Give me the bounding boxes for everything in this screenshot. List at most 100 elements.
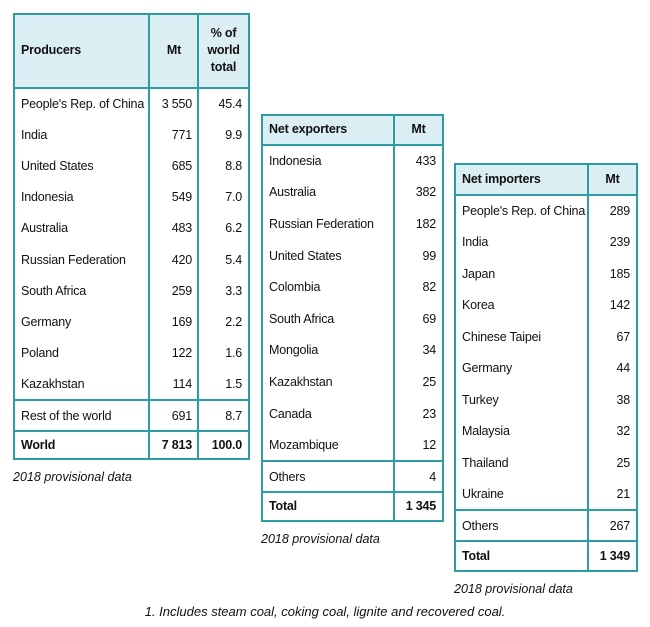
table-cell: South Africa [21,283,87,298]
table-cell: 99 [422,248,436,263]
row-rule [263,144,442,146]
table-cell: South Africa [269,311,335,326]
table-cell: 12 [422,438,436,453]
table-cell: 6.2 [225,221,242,236]
table: Net exporters Mt Indonesia 433 Australia 382 R… [261,114,444,522]
table-cell: 69 [422,311,436,326]
table-cell: Total [269,499,297,513]
table-cell: India [21,127,48,142]
column-header: Producers [21,43,82,57]
column-header: Net importers [462,171,541,186]
table-cell: Germany [21,314,72,329]
table-cell: 21 [616,487,630,502]
table-cell: Poland [21,346,59,361]
table-cell: Russian Federation [269,216,374,231]
table-cell: 185 [609,266,630,281]
table-cell: 169 [171,314,192,329]
table-cell: 2.2 [225,314,242,329]
table-cell: 1 345 [405,499,436,513]
column-rule [587,165,589,570]
table-cell: 382 [415,185,436,200]
row-rule [456,194,636,196]
table-cell: 8.8 [225,158,242,173]
table-cell: 122 [171,346,192,361]
table-cell: 1 349 [599,548,630,563]
table-cell: 1.5 [225,377,242,392]
table-cell: Canada [269,406,312,421]
table-cell: Korea [462,298,495,313]
table-cell: 483 [171,221,192,236]
footnote: 1. Includes steam coal, coking coal, lig… [144,604,506,619]
table-cell: Australia [269,185,316,200]
table-cell: India [462,235,489,250]
table-cell: Mozambique [269,438,339,453]
row-rule [15,399,248,401]
table-cell: 685 [171,158,192,173]
table-cell: 114 [172,377,193,392]
table-cell: 25 [422,374,436,389]
table-cell: 3.3 [225,283,242,298]
table-cell: 3 550 [161,96,192,111]
table-cell: 1.6 [225,346,242,361]
table-cell: Kazakhstan [269,374,333,389]
table-note: 2018 provisional data [13,470,132,484]
table-cell: 7.0 [225,190,242,205]
table-cell: 549 [171,190,192,205]
table-cell: 239 [609,235,630,250]
table-cell: Rest of the world [21,408,112,423]
row-rule [263,460,442,462]
table-cell: 7 813 [161,437,192,452]
table-cell: Turkey [462,392,499,407]
table-header [15,15,248,88]
table-cell: Others [269,469,306,484]
table-cell: Others [462,518,499,533]
table-cell: 100.0 [211,437,242,452]
table-cell: 32 [616,424,630,439]
table-cell: Malaysia [462,424,510,439]
table-cell: Russian Federation [21,252,126,267]
table-cell: 25 [616,455,630,470]
table: Net importers Mt People's Rep. of China 289… [454,163,638,572]
table-cell: 67 [616,329,630,344]
table: Producers Mt % of world total People's Rep.… [13,13,250,460]
table-cell: 82 [422,280,436,295]
table-note: 2018 provisional data [454,582,573,596]
table-cell: Thailand [462,455,509,470]
column-header: Mt [605,171,620,186]
table-cell: Total [462,548,490,563]
table-cell: 38 [616,392,630,407]
table-cell: Germany [462,361,513,376]
table-cell: People's Rep. of China [462,203,586,218]
column-header: Mt [166,43,182,57]
table-cell: 433 [415,153,436,168]
table-cell: 34 [422,343,436,358]
table-cell: World [21,437,56,452]
table-cell: Australia [21,221,68,236]
table-cell: Ukraine [462,487,504,502]
table-cell: 9.9 [225,127,242,142]
table-cell: 289 [609,203,630,218]
table-cell: 45.4 [218,96,242,111]
column-header: Net exporters [269,122,347,136]
table-cell: 44 [616,361,630,376]
column-rule [197,15,199,458]
table-cell: 8.7 [225,408,242,423]
table-cell: 142 [609,298,630,313]
column-header: Mt [411,122,426,136]
column-rule [148,15,150,458]
column-header: % of world total [207,26,240,74]
row-rule [456,540,636,542]
table-cell: Chinese Taipei [462,329,541,344]
table-cell: 182 [415,216,436,231]
table-cell: United States [21,158,94,173]
table-cell: 259 [171,283,192,298]
row-rule [456,509,636,511]
table-header [456,165,636,195]
table-cell: 691 [171,408,192,423]
table-cell: 420 [171,252,192,267]
table-note: 2018 provisional data [261,532,380,546]
table-cell: Indonesia [21,190,74,205]
table-header [263,116,442,145]
table-cell: 4 [429,469,436,484]
